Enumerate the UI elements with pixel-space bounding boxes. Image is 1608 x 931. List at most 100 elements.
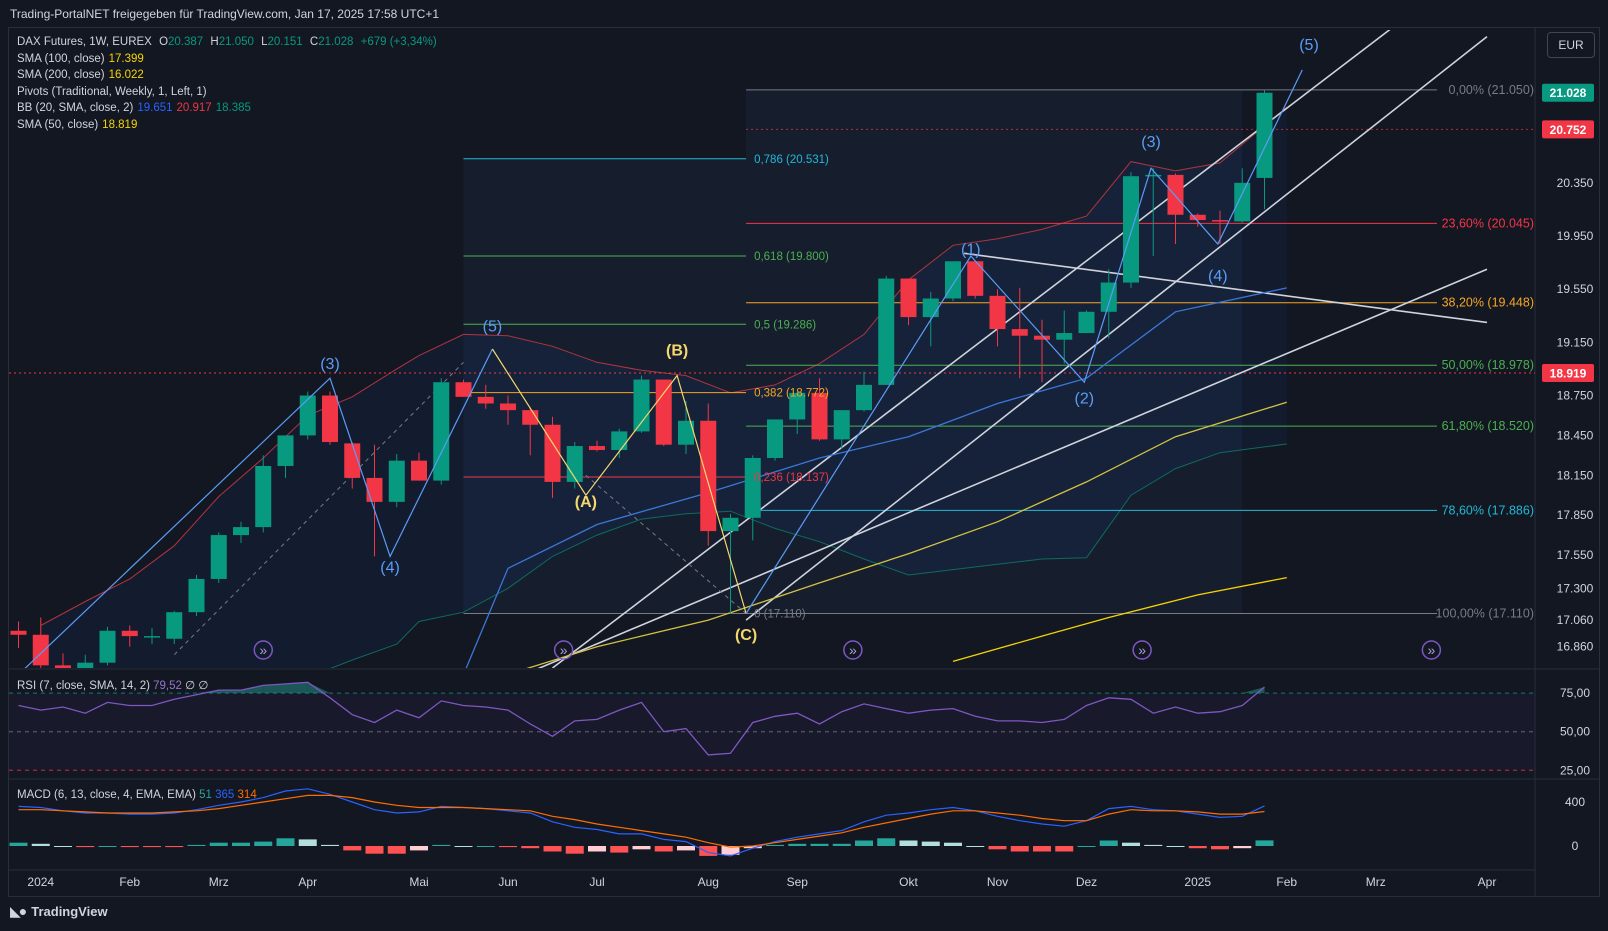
forward-marker-ring: [1132, 640, 1152, 660]
candle: [900, 278, 917, 326]
sma-line-1: [526, 401, 1287, 668]
macd-histogram-bar: [54, 846, 72, 847]
macd-histogram-bar: [699, 846, 718, 856]
legend-bb[interactable]: BB (20, SMA, close, 2) 19.651 20.917 18.385: [17, 102, 251, 115]
legend-open: 20.387: [168, 36, 204, 48]
forward-marker-ring: [1421, 640, 1442, 660]
rsi-overbought-fill: [263, 683, 286, 694]
main-legend: DAX Futures, 1W, EUREX O20.387 H21.050 L…: [17, 34, 437, 134]
candle-body: [767, 419, 783, 458]
candle-body: [633, 379, 650, 432]
candle: [188, 574, 205, 617]
candle: [99, 626, 116, 666]
macd-histogram-bar: [966, 846, 985, 847]
macd-histogram-bar: [988, 846, 1007, 850]
rsi-extra: ∅ ∅: [185, 680, 209, 692]
macd-histogram-bar: [9, 842, 28, 846]
rsi-axis-tick: 75,00: [1560, 686, 1590, 700]
legend-sma50[interactable]: SMA (50, close) 18.819: [17, 118, 138, 131]
wave-label-1: (4): [380, 559, 400, 576]
candle-body: [210, 535, 227, 579]
candle: [811, 378, 828, 441]
candle-body: [500, 403, 516, 411]
candle-body: [1189, 214, 1206, 221]
sma-line-0: [465, 287, 1287, 668]
legend-high: 21.050: [218, 36, 254, 48]
fib-label-left-2: 0,5 (19.286): [754, 319, 816, 331]
macd-histogram-bar: [632, 846, 651, 850]
time-axis-label: Jul: [589, 875, 604, 889]
candle-body: [233, 527, 249, 536]
dashed-trend-down: [585, 474, 747, 614]
candle-body: [922, 298, 939, 318]
candle: [500, 395, 516, 425]
candle-body: [544, 424, 561, 482]
macd-histogram-bar: [565, 846, 584, 854]
candle: [744, 455, 761, 541]
macd-histogram-bar: [677, 846, 695, 851]
tradingview-brand[interactable]: ◣● TradingView: [10, 903, 108, 920]
legend-sma200[interactable]: SMA (200, close) 16.022: [17, 69, 144, 82]
rsi-axis-tick: 50,00: [1560, 725, 1590, 739]
candle-body: [1167, 174, 1184, 215]
candle-body: [55, 665, 71, 668]
macd-axis-tick: 0: [1572, 839, 1579, 853]
candle-body: [188, 578, 205, 613]
macd-histogram-bar: [1144, 844, 1163, 846]
elliott-wave-impulse-1: [24, 348, 493, 668]
legend-sma100[interactable]: SMA (100, close) 17.399: [17, 52, 144, 65]
macd-signal-line: [18, 794, 1265, 848]
legend-symbol[interactable]: DAX Futures, 1W, EUREX: [17, 36, 152, 48]
candle-body: [566, 446, 583, 482]
macd-histogram-bar: [743, 846, 762, 849]
candle: [1056, 310, 1073, 364]
currency-button[interactable]: EUR: [1547, 32, 1595, 58]
price-axis-tick: 18.150: [1557, 468, 1594, 482]
candle: [767, 419, 783, 461]
macd-histogram-bar: [187, 844, 206, 846]
macd-histogram-bar: [1233, 846, 1252, 849]
forward-marker-icon: [253, 640, 273, 660]
candle-body: [32, 634, 49, 666]
price-axis-tick: 16.860: [1557, 640, 1594, 654]
macd-histogram-bar: [921, 841, 940, 846]
elliott-wave-abc: [491, 348, 747, 614]
candle: [1189, 213, 1206, 227]
candle: [1078, 310, 1095, 334]
candle: [210, 532, 227, 583]
candle: [1011, 287, 1028, 379]
rsi-overbought-fill: [196, 690, 219, 694]
candle-body: [1078, 311, 1095, 334]
channel-line-2: [537, 268, 1488, 668]
macd-histogram-bar: [499, 846, 517, 848]
legend-pivots[interactable]: Pivots (Traditional, Weekly, 1, Left, 1): [17, 85, 207, 98]
macd-histogram-bar: [654, 846, 673, 852]
macd-legend[interactable]: MACD (6, 13, close, 4, EMA, EMA) 51 365 …: [17, 789, 257, 801]
forward-marker-glyph: »: [259, 642, 267, 658]
candle: [55, 653, 71, 668]
candle-body: [744, 457, 761, 518]
candle-body: [10, 630, 27, 635]
candle: [655, 379, 672, 447]
channel-line-1: [745, 36, 1488, 621]
price-tag-1: 20.752: [1550, 123, 1587, 137]
rsi-legend[interactable]: RSI (7, close, SMA, 14, 2) 79,52 ∅ ∅: [17, 680, 209, 692]
time-axis-label: Mrz: [1366, 875, 1386, 889]
fib-label-right-1: 23,60% (20.045): [1442, 216, 1534, 230]
candle-body: [77, 662, 94, 668]
legend-symbol-row: DAX Futures, 1W, EUREX O20.387 H21.050 L…: [17, 36, 437, 48]
candle-body: [900, 278, 917, 318]
price-axis-tick: 17.550: [1557, 548, 1594, 562]
candle: [477, 384, 494, 409]
forward-marker-icon: [1132, 640, 1152, 660]
macd-histogram-bar: [788, 843, 807, 846]
candle: [1167, 173, 1184, 244]
candle: [633, 375, 650, 433]
fib-label-right-2: 38,20% (19.448): [1442, 296, 1534, 310]
candle: [589, 440, 605, 452]
candle-body: [700, 420, 717, 532]
candle: [277, 435, 294, 478]
candle-body: [722, 517, 739, 532]
macd-histogram-bar: [1099, 840, 1118, 846]
